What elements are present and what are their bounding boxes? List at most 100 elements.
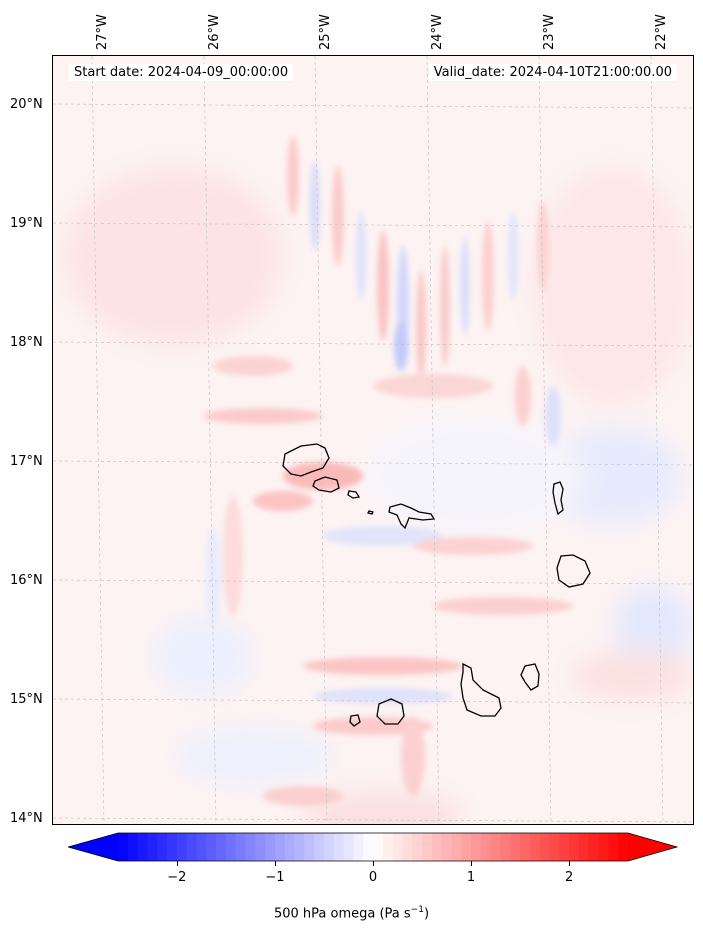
island-sao-nicolau [388, 503, 436, 530]
meridian-line [314, 56, 328, 824]
colorbar-segment [441, 833, 452, 861]
colorbar-segment [147, 833, 158, 861]
island-coastlines [282, 443, 591, 727]
island-santiago [460, 662, 502, 717]
colorbar-segment [225, 833, 237, 861]
island-razo [367, 510, 374, 515]
lon-label-25w: 25°W [318, 14, 333, 50]
colorbar-tick-mark [569, 861, 571, 866]
colorbar-tick-mark [373, 861, 374, 866]
valid-date-label: Valid_date: 2024-04-10T21:00:00.00 [428, 64, 677, 81]
parallel-line [53, 698, 693, 704]
colorbar-tick-label: −2 [167, 870, 187, 885]
colorbar-outline [68, 832, 678, 862]
colorbar-segment [216, 833, 227, 861]
colorbar-segment [402, 833, 413, 861]
colorbar-label-close: ) [423, 906, 430, 922]
lon-label-22w: 22°W [654, 14, 669, 50]
colorbar-segment [127, 833, 139, 861]
omega-colorbar [68, 832, 678, 862]
meridian-line [650, 56, 664, 824]
colorbar-label-text: 500 hPa omega (Pa s [273, 906, 411, 922]
colorbar-tick-label: −1 [265, 870, 285, 885]
colorbar-tick-mark [176, 861, 178, 866]
colorbar-extend-low [68, 833, 118, 861]
meridian-line [91, 56, 105, 824]
colorbar-tick-mark [274, 861, 276, 866]
colorbar-segment [608, 833, 619, 861]
colorbar-segment [235, 833, 246, 861]
colorbar-segment [500, 833, 511, 861]
colorbar-segment [294, 833, 305, 861]
colorbar-tick-label: 0 [368, 870, 378, 885]
colorbar-segment [186, 833, 197, 861]
lat-label-18n: 18°N [10, 335, 43, 350]
island-maio [520, 663, 540, 691]
meridian-line [538, 56, 552, 824]
colorbar-segment [118, 833, 129, 861]
colorbar-segment [510, 833, 521, 861]
colorbar-segment [206, 833, 217, 861]
colorbar-segment [598, 833, 609, 861]
colorbar-segment [245, 833, 256, 861]
colorbar-segment [549, 833, 560, 861]
colorbar-segment [431, 833, 443, 861]
colorbar-segment [304, 833, 315, 861]
parallel-line [53, 341, 693, 347]
island-boa-vista [556, 554, 591, 588]
lat-label-20n: 20°N [10, 97, 43, 112]
parallel-line [53, 817, 693, 823]
colorbar-segment [471, 833, 482, 861]
colorbar-segment [578, 833, 590, 861]
lon-label-27w: 27°W [95, 14, 110, 50]
parallel-line [53, 103, 693, 109]
lat-label-14n: 14°N [10, 811, 43, 826]
colorbar-tick-mark [471, 861, 473, 866]
colorbar-segments [68, 833, 677, 861]
colorbar-extend-high [628, 833, 677, 861]
colorbar-segment [412, 833, 423, 861]
colorbar-segment [196, 833, 207, 861]
island-fogo [376, 698, 405, 725]
colorbar-label-exponent: −1 [410, 905, 424, 915]
colorbar-segment [255, 833, 266, 861]
colorbar-segment [569, 833, 580, 861]
start-date-label: Start date: 2024-04-09_00:00:00 [69, 64, 294, 81]
colorbar-segment [137, 833, 148, 861]
colorbar-label: 500 hPa omega (Pa s−1) [0, 905, 703, 921]
lat-label-16n: 16°N [10, 573, 43, 588]
colorbar-segment [363, 833, 374, 861]
lat-label-15n: 15°N [10, 692, 43, 707]
colorbar-segment [333, 833, 344, 861]
colorbar-segment [520, 833, 531, 861]
meridian-line [426, 56, 440, 824]
colorbar-segment [265, 833, 276, 861]
colorbar-segment [559, 833, 570, 861]
omega-field-map [53, 56, 693, 824]
colorbar-segment [157, 833, 168, 861]
colorbar-tick-label: 1 [466, 870, 476, 885]
parallel-line [53, 222, 693, 228]
map-gridlines [53, 56, 693, 824]
colorbar-segment [451, 833, 462, 861]
colorbar-segment [490, 833, 501, 861]
colorbar-segment [392, 833, 403, 861]
colorbar-segment [539, 833, 550, 861]
island-santo-antao [282, 443, 330, 477]
colorbar-segment [323, 833, 335, 861]
parallel-line [53, 579, 693, 585]
colorbar-segment [480, 833, 492, 861]
colorbar-segment [274, 833, 286, 861]
colorbar-segment [588, 833, 599, 861]
colorbar-segment [461, 833, 472, 861]
lat-label-19n: 19°N [10, 216, 43, 231]
colorbar-segment [176, 833, 188, 861]
colorbar-segment [167, 833, 178, 861]
lon-label-24w: 24°W [430, 14, 445, 50]
lat-label-17n: 17°N [10, 454, 43, 469]
map-panel: Start date: 2024-04-09_00:00:00 Valid_da… [52, 55, 694, 825]
colorbar-segment [382, 833, 394, 861]
colorbar-segment [618, 833, 629, 861]
colorbar-segment [373, 833, 384, 861]
island-sao-vicente [312, 476, 340, 493]
